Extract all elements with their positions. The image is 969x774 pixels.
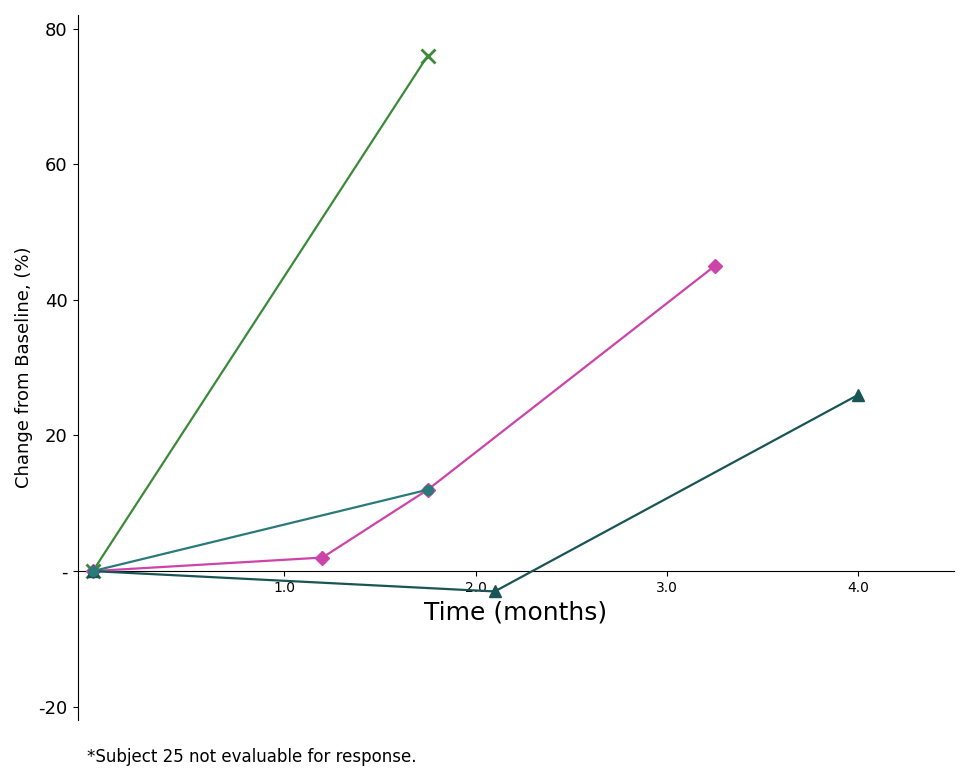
Text: *Subject 25 not evaluable for response.: *Subject 25 not evaluable for response. [87,748,417,766]
X-axis label: Time (months): Time (months) [424,601,608,625]
Y-axis label: Change from Baseline, (%): Change from Baseline, (%) [15,247,33,488]
